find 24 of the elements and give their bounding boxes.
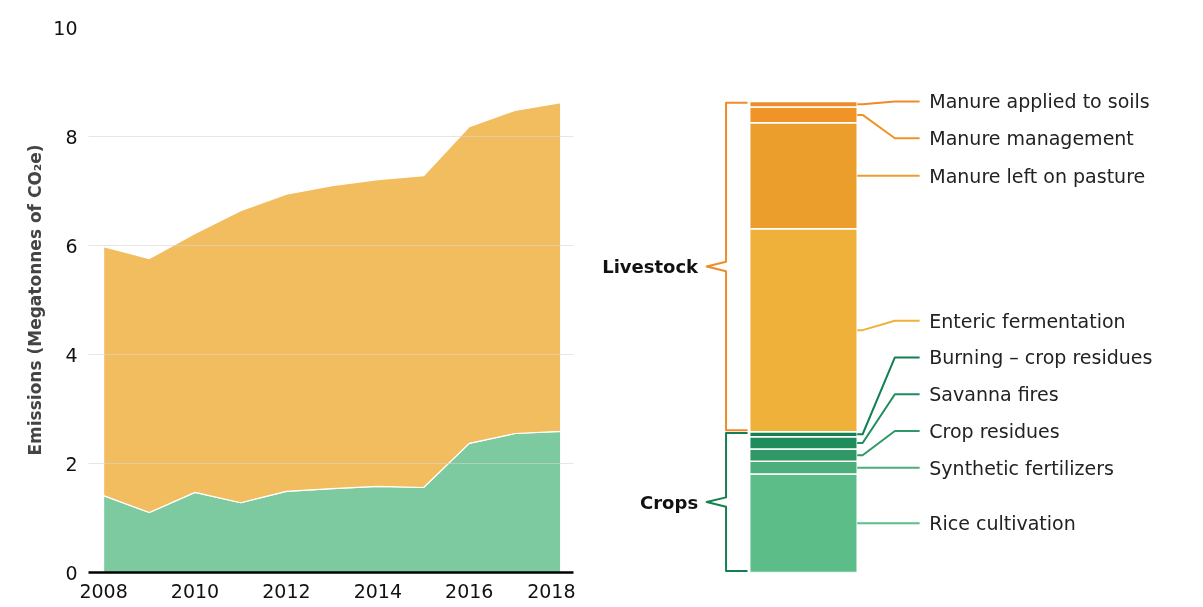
x-tick-label: 2018 [527, 579, 576, 602]
y-axis-title: Emissions (Megatonnes of CO₂e) [25, 144, 46, 456]
y-tick-label: 4 [65, 343, 78, 366]
x-tick-label: 2008 [79, 579, 128, 602]
text: Burning – crop residues [929, 346, 1153, 369]
y-tick-label: 2 [65, 452, 78, 475]
text: Savanna fires [929, 383, 1059, 406]
text: Crops [640, 491, 699, 513]
y-tick-label: 0 [65, 561, 78, 584]
legend-label: Manure left on pasture [929, 164, 1146, 187]
x-tick-label: 2016 [445, 579, 494, 602]
legend-label: Crop residues [929, 419, 1060, 442]
x-tick-label: 2014 [353, 579, 403, 602]
text: Livestock [602, 256, 700, 278]
y-tick-label: 8 [65, 125, 78, 148]
legend-label: Manure applied to soils [929, 90, 1150, 113]
legend-label: Manure management [929, 127, 1134, 150]
y-tick-label: 10 [53, 16, 78, 39]
x-tick-label: 2010 [170, 579, 220, 602]
legend-label: Synthetic fertilizers [929, 456, 1114, 479]
x-tick-label: 2012 [262, 579, 311, 602]
legend-label: Rice cultivation [929, 512, 1076, 535]
text: Enteric fermentation [929, 309, 1126, 332]
y-tick-label: 6 [65, 234, 78, 257]
